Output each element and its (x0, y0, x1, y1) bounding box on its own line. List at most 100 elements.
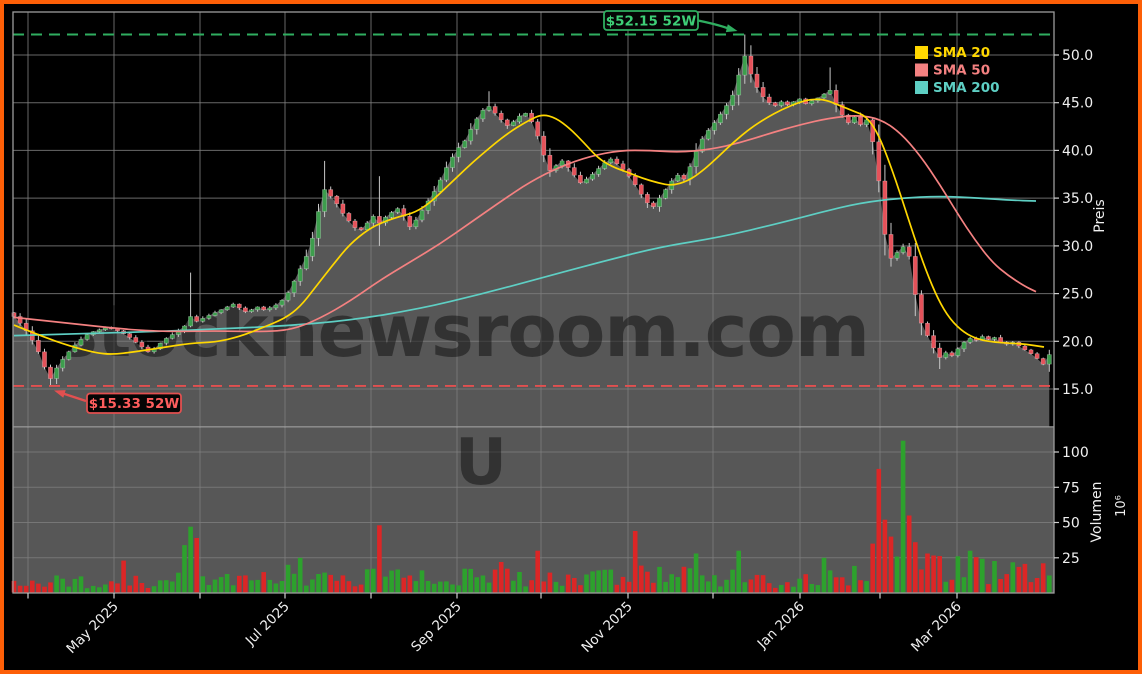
volume-bar (900, 440, 906, 593)
volume-bar (754, 574, 760, 593)
volume-bar (48, 582, 53, 593)
volume-bar (66, 586, 72, 593)
volume-bar (967, 550, 973, 593)
volume-bar (90, 585, 96, 593)
candle-body (468, 129, 474, 142)
volume-bar (669, 574, 674, 593)
candle-body (11, 312, 17, 317)
candle-body (736, 74, 742, 96)
candle-body (261, 306, 267, 311)
sma200-line (13, 195, 1037, 337)
candle-body (218, 309, 224, 313)
volume-bar (413, 581, 419, 593)
candle-body (833, 90, 839, 105)
candle-body (60, 359, 66, 369)
candle-body (894, 252, 900, 259)
volume-bar (827, 570, 833, 593)
volume-bar (852, 565, 857, 593)
volume-bar (188, 526, 193, 593)
volume-bar (267, 579, 273, 593)
volume-bar (949, 579, 955, 593)
volume-bar (121, 560, 126, 593)
candle-body (267, 307, 273, 311)
volume-bar (681, 566, 687, 593)
candle-body (705, 130, 711, 140)
volume-bar (72, 578, 78, 593)
volume-bar (1010, 562, 1016, 593)
candle-body (541, 135, 547, 156)
candle-body (584, 178, 589, 184)
candle-body (291, 280, 297, 293)
volume-bar (468, 568, 473, 593)
volume-bar (596, 570, 601, 593)
volume-bar (224, 574, 230, 593)
volume-bar (419, 570, 425, 593)
annotation-arrowhead-high (725, 24, 738, 33)
candle-body (200, 318, 206, 322)
volume-bar (888, 536, 894, 593)
volume-tick-label: 25 (1062, 551, 1080, 567)
volume-bar (1022, 563, 1028, 593)
volume-bar (906, 515, 912, 593)
volume-bar (383, 576, 388, 593)
sma50-line (13, 115, 1037, 333)
volume-bar (608, 569, 614, 593)
volume-bar (492, 569, 498, 593)
volume-bar (693, 553, 699, 593)
candle-body (48, 366, 53, 379)
volume-bar (523, 586, 528, 593)
price-tick-label: 45.0 (1062, 96, 1093, 112)
candle-body (687, 166, 693, 180)
candle-body (943, 352, 949, 358)
volume-bar (925, 553, 930, 593)
candle-body (224, 306, 230, 311)
candle-body (17, 316, 23, 324)
candle-body (437, 179, 443, 192)
volume-bar (578, 585, 583, 593)
volume-bar (176, 572, 181, 593)
candle-body (931, 335, 936, 349)
volume-bar (157, 580, 163, 593)
volume-bar (864, 581, 869, 593)
volume-bar (632, 531, 638, 593)
candle-body (303, 256, 309, 270)
volume-bar (584, 574, 589, 593)
candle-body (1034, 353, 1040, 359)
volume-bar (30, 580, 35, 593)
volume-bar (395, 569, 400, 593)
volume-bar (163, 580, 169, 593)
candle-body (718, 113, 723, 124)
volume-bar (389, 570, 394, 593)
volume-bar (839, 577, 845, 593)
volume-bar (285, 564, 291, 593)
volume-bar (352, 586, 358, 593)
candle-body (413, 219, 419, 228)
volume-bar (559, 585, 565, 593)
candle-body (273, 304, 279, 309)
volume-bar (992, 561, 997, 593)
volume-bar (36, 583, 41, 593)
price-area-fill (13, 56, 1050, 427)
candle-body (194, 316, 200, 322)
volume-bar (456, 585, 461, 593)
candle-body (937, 347, 943, 358)
candle-body (340, 203, 346, 214)
volume-bar (614, 584, 620, 593)
candle-body (236, 303, 242, 309)
candle-body (657, 197, 662, 207)
volume-bar (498, 562, 504, 593)
volume-bar (334, 580, 340, 593)
candle-body (255, 306, 260, 311)
candle-body (395, 208, 401, 213)
candle-body (986, 336, 991, 340)
volume-bar (84, 588, 90, 593)
volume-bar (553, 581, 559, 593)
candle-body (316, 211, 321, 239)
candle-body (754, 73, 760, 88)
candle-body (498, 112, 504, 121)
candle-body (1028, 349, 1034, 354)
volume-bar (170, 581, 175, 593)
plot-frame (12, 11, 1055, 594)
candle-body (127, 333, 133, 338)
volume-bar (212, 579, 218, 593)
